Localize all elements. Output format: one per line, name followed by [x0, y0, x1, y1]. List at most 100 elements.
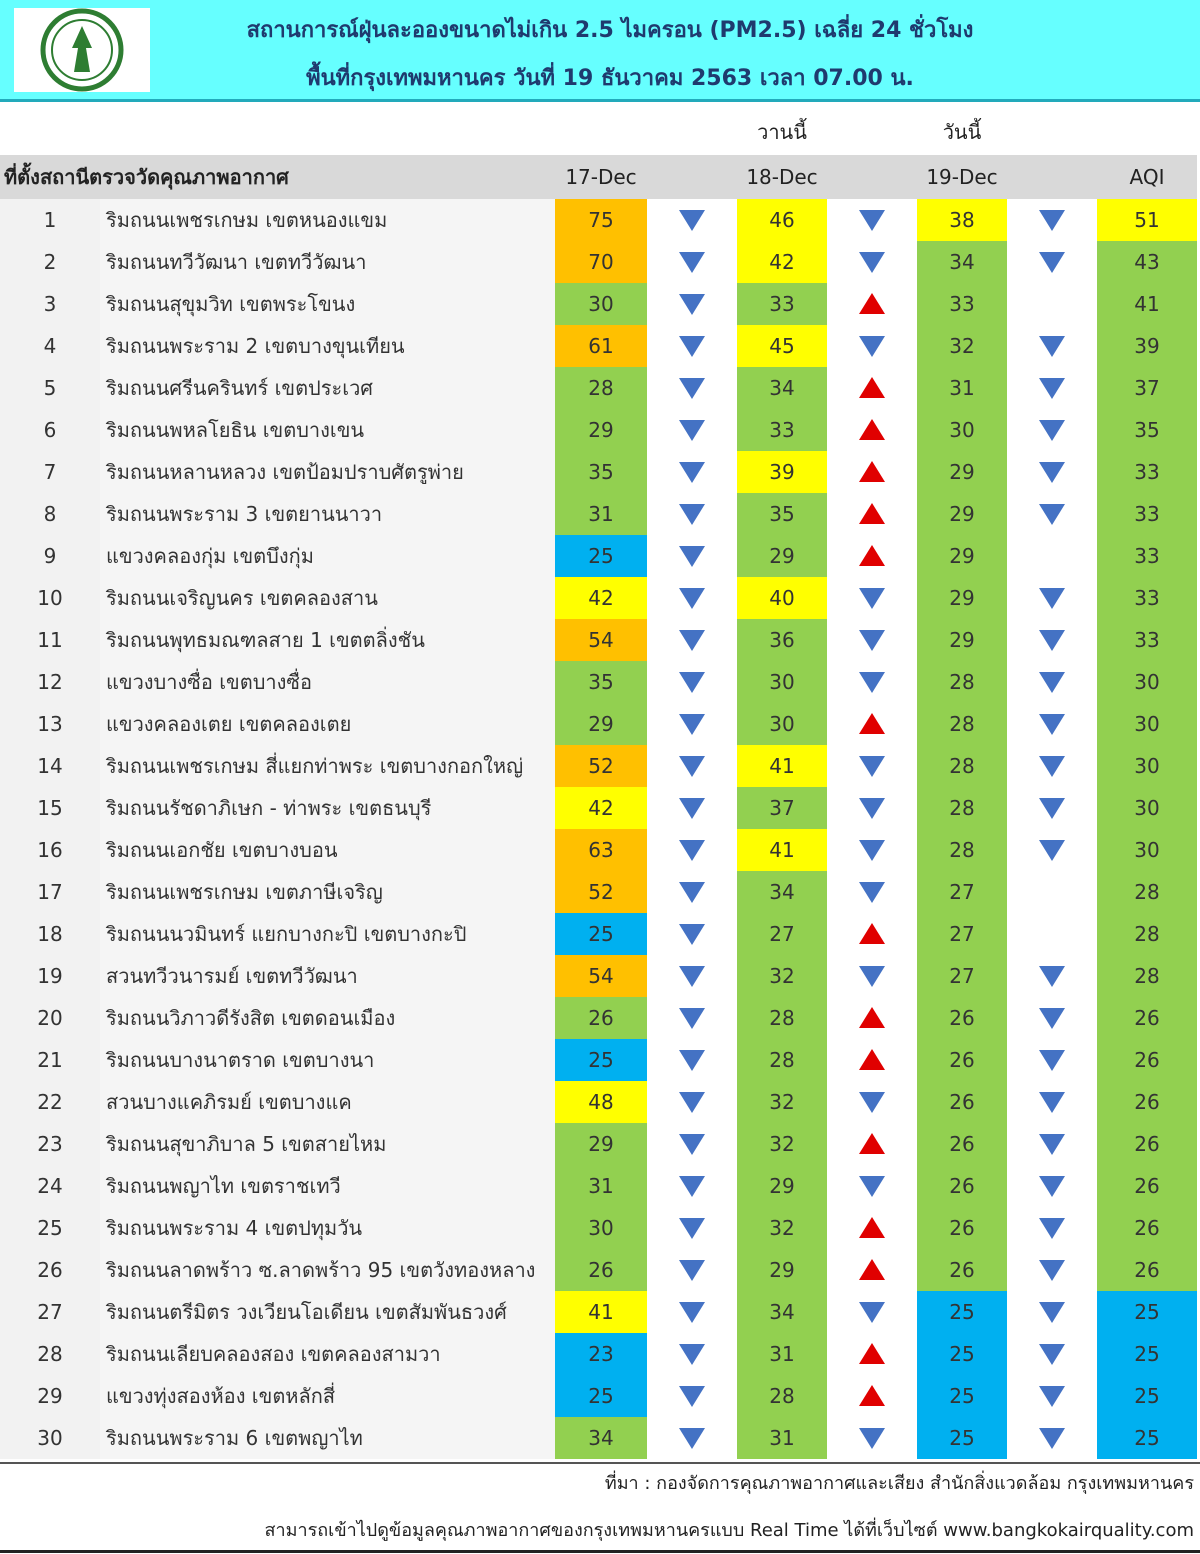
trend-arrow [647, 787, 737, 829]
pm-value: 30 [1097, 829, 1197, 871]
arrow-icon [1039, 1260, 1065, 1281]
trend-arrow [647, 283, 737, 325]
arrow-icon [679, 630, 705, 651]
logo [40, 8, 124, 92]
pm-value: 28 [555, 367, 647, 409]
trend-arrow [827, 1417, 917, 1459]
arrow-shape [679, 504, 705, 525]
station-name: ริมถนนพญาไท เขตราชเทวี [106, 1174, 341, 1198]
arrow-icon [679, 672, 705, 693]
arrow-icon [1039, 210, 1065, 231]
arrow-icon [859, 545, 885, 566]
trend-arrow [827, 1123, 917, 1165]
pm-value: 33 [737, 409, 827, 451]
pm-value: 32 [917, 325, 1007, 367]
arrow-shape [859, 1007, 885, 1028]
trend-arrow [1007, 703, 1097, 745]
source: ที่มา : กองจัดการคุณภาพอากาศและเสียง สำน… [604, 1473, 1194, 1494]
trend-arrow [827, 367, 917, 409]
arrow-icon [859, 1385, 885, 1406]
arrow-icon [1039, 756, 1065, 777]
trend-arrow [647, 577, 737, 619]
arrow-icon [1039, 252, 1065, 273]
arrow-icon [1039, 378, 1065, 399]
trend-arrow [827, 199, 917, 241]
arrow-icon [679, 378, 705, 399]
arrow-icon [859, 1259, 885, 1280]
trend-arrow [827, 745, 917, 787]
pm-value: 30 [1097, 703, 1197, 745]
trend-arrow [647, 493, 737, 535]
trend-arrow [647, 325, 737, 367]
station-name: ริมถนนเลียบคลองสอง เขตคลองสามวา [106, 1342, 441, 1366]
pm-value: 25 [555, 535, 647, 577]
pm-value: 29 [917, 535, 1007, 577]
pm-value: 26 [917, 997, 1007, 1039]
arrow-shape [679, 1050, 705, 1071]
trend-arrow [647, 871, 737, 913]
arrow-shape [859, 419, 885, 440]
arrow-icon [679, 1218, 705, 1239]
arrow-icon [859, 588, 885, 609]
arrow-shape [1039, 798, 1065, 819]
arrow-shape [1039, 210, 1065, 231]
station-name: สวนบางแคภิรมย์ เขตบางแค [106, 1090, 352, 1114]
arrow-icon [859, 461, 885, 482]
trend-arrow [827, 1249, 917, 1291]
trend-arrow [1007, 619, 1097, 661]
pm-value: 28 [1097, 955, 1197, 997]
pm-value: 31 [737, 1333, 827, 1375]
pm-value: 26 [1097, 1123, 1197, 1165]
arrow-icon [859, 377, 885, 398]
pm-value: 26 [917, 1249, 1007, 1291]
arrow-icon [679, 252, 705, 273]
arrow-icon [859, 1217, 885, 1238]
trend-arrow [1007, 1249, 1097, 1291]
arrow-icon [679, 1134, 705, 1155]
arrow-icon [1039, 1386, 1065, 1407]
arrow-shape [679, 924, 705, 945]
arrow-shape [1039, 840, 1065, 861]
pm-value: 34 [737, 367, 827, 409]
trend-arrow [647, 1249, 737, 1291]
pm-value: 25 [1097, 1291, 1197, 1333]
pm-value: 28 [737, 1375, 827, 1417]
arrow-shape [679, 1386, 705, 1407]
arrow-icon [1039, 462, 1065, 483]
pm-value: 28 [737, 997, 827, 1039]
arrow-icon [859, 503, 885, 524]
trend-arrow [827, 703, 917, 745]
station-name: ริมถนนทวีวัฒนา เขตทวีวัฒนา [106, 250, 367, 274]
station-name: ริมถนนลาดพร้าว ซ.ลาดพร้าว 95 เขตวังทองหล… [106, 1258, 536, 1282]
pm-value: 42 [555, 787, 647, 829]
pm-value: 34 [917, 241, 1007, 283]
trend-arrow [827, 409, 917, 451]
pm-value: 31 [555, 493, 647, 535]
row-number: 21 [37, 1048, 63, 1072]
pm-value: 70 [555, 241, 647, 283]
trend-arrow [1007, 787, 1097, 829]
trend-arrow [827, 913, 917, 955]
header-band: สถานการณ์ฝุ่นละอองขนาดไม่เกิน 2.5 ไมครอน… [0, 0, 1200, 102]
pm-value: 34 [737, 1291, 827, 1333]
arrow-icon [859, 1007, 885, 1028]
station-name: ริมถนนหลานหลวง เขตป้อมปราบศัตรูพ่าย [106, 460, 464, 484]
trend-arrow [647, 703, 737, 745]
row-number: 12 [37, 670, 63, 694]
pm-value: 39 [1097, 325, 1197, 367]
pm-value: 30 [555, 1207, 647, 1249]
arrow-icon [679, 546, 705, 567]
pm-value: 29 [917, 619, 1007, 661]
arrow-shape [859, 672, 885, 693]
arrow-icon [679, 1176, 705, 1197]
arrow-icon [1039, 966, 1065, 987]
trend-arrow [647, 619, 737, 661]
pm-value: 48 [555, 1081, 647, 1123]
trend-arrow [1007, 1333, 1097, 1375]
trend-arrow [647, 451, 737, 493]
row-number: 3 [43, 292, 57, 316]
station-name: ริมถนนศรีนครินทร์ เขตประเวศ [106, 376, 374, 400]
trend-arrow [1007, 661, 1097, 703]
trend-arrow [647, 367, 737, 409]
arrow-shape [679, 1344, 705, 1365]
